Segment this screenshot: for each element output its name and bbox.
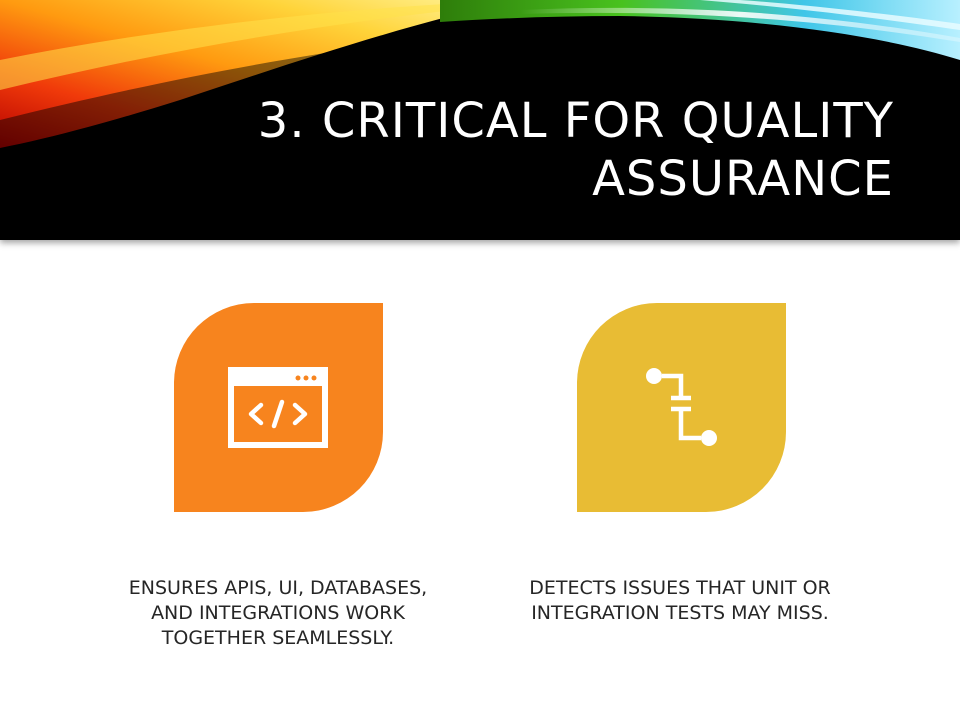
yellow-icon-card xyxy=(577,303,786,512)
card-2-caption: DETECTS ISSUES THAT UNIT OR INTEGRATION … xyxy=(529,577,831,624)
rainbow-swoosh-decoration xyxy=(0,0,960,150)
connector-flow-icon xyxy=(646,368,717,446)
header-band: 3. CRITICAL FOR QUALITY ASSURANCE xyxy=(0,0,960,240)
card-1-caption: ENSURES APIS, UI, DATABASES, AND INTEGRA… xyxy=(128,577,428,649)
slide-title: 3. CRITICAL FOR QUALITY ASSURANCE xyxy=(257,93,894,207)
code-window-icon xyxy=(228,367,328,448)
orange-icon-card xyxy=(174,303,383,512)
